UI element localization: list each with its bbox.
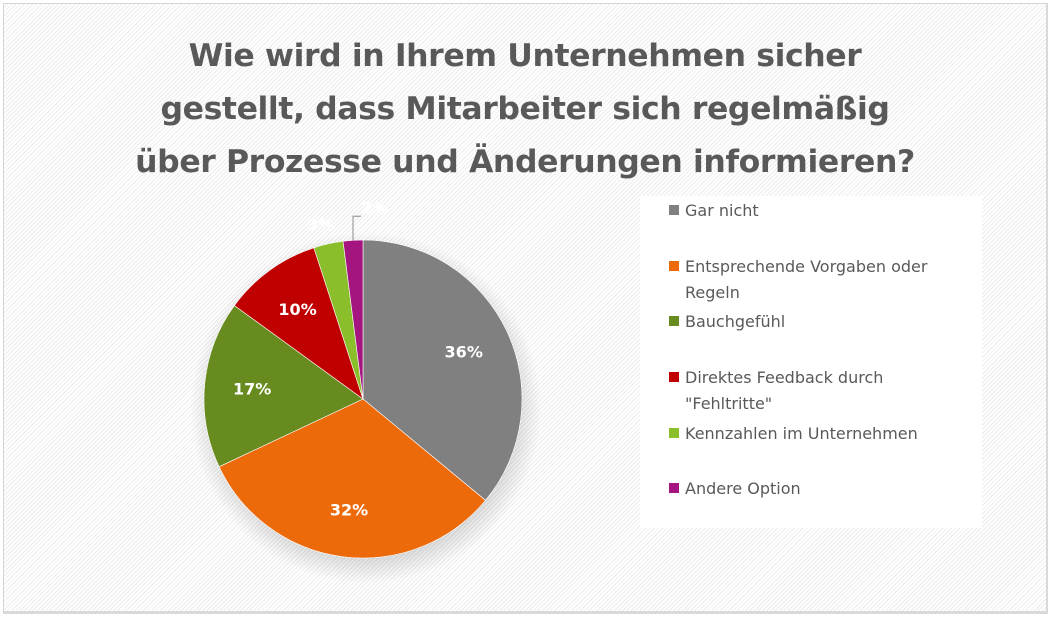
legend-label: Kennzahlen im Unternehmen <box>685 424 918 443</box>
legend-item-direktes-feedback[interactable]: Direktes Feedback durch "Fehltritte" <box>669 365 975 417</box>
legend-item-vorgaben-regeln[interactable]: Entsprechende Vorgaben oder Regeln <box>669 254 975 306</box>
legend-swatch <box>669 372 679 382</box>
legend-item-gar-nicht[interactable]: Gar nicht <box>669 198 975 224</box>
legend-swatch <box>669 205 679 215</box>
legend-item-bauchgefuehl[interactable]: Bauchgefühl <box>669 309 975 335</box>
legend-item-kennzahlen[interactable]: Kennzahlen im Unternehmen <box>669 421 975 447</box>
chart-title-line-2: gestellt, dass Mitarbeiter sich regelmäß… <box>160 91 890 127</box>
data-label-vorgaben-regeln: 32% <box>330 500 368 519</box>
legend-swatch <box>669 261 679 271</box>
legend-label: Entsprechende Vorgaben oder Regeln <box>685 257 928 302</box>
legend-label: Gar nicht <box>685 201 759 220</box>
chart-title: Wie wird in Ihrem Unternehmen sicher ges… <box>60 30 990 189</box>
pie-slice-andere-option[interactable] <box>342 239 364 400</box>
legend-label: Bauchgefühl <box>685 312 786 331</box>
legend-swatch <box>669 316 679 326</box>
pie-slice-vorgaben-regeln[interactable] <box>218 398 486 559</box>
pie-slice-direktes-feedback[interactable] <box>233 247 364 400</box>
pie-slice-bauchgefuehl[interactable] <box>203 305 364 468</box>
legend-swatch <box>669 428 679 438</box>
legend-swatch <box>669 483 679 493</box>
legend-label: Andere Option <box>685 479 801 498</box>
data-label-kennzahlen: 3% <box>307 215 334 234</box>
chart-title-line-1: Wie wird in Ihrem Unternehmen sicher <box>188 38 862 74</box>
legend: Gar nicht Entsprechende Vorgaben oder Re… <box>640 196 982 528</box>
data-label-andere-option: 2% <box>361 198 388 217</box>
data-label-direktes-feedback: 10% <box>278 300 316 319</box>
data-label-gar-nicht: 36% <box>445 343 483 362</box>
legend-label: Direktes Feedback durch "Fehltritte" <box>685 368 884 413</box>
pie-slice-gar-nicht[interactable] <box>362 239 523 501</box>
legend-item-andere-option[interactable]: Andere Option <box>669 476 975 502</box>
data-label-bauchgefuehl: 17% <box>233 380 271 399</box>
chart-title-line-3: über Prozesse und Änderungen informieren… <box>135 144 915 180</box>
leader-line-andere-option <box>352 215 362 241</box>
